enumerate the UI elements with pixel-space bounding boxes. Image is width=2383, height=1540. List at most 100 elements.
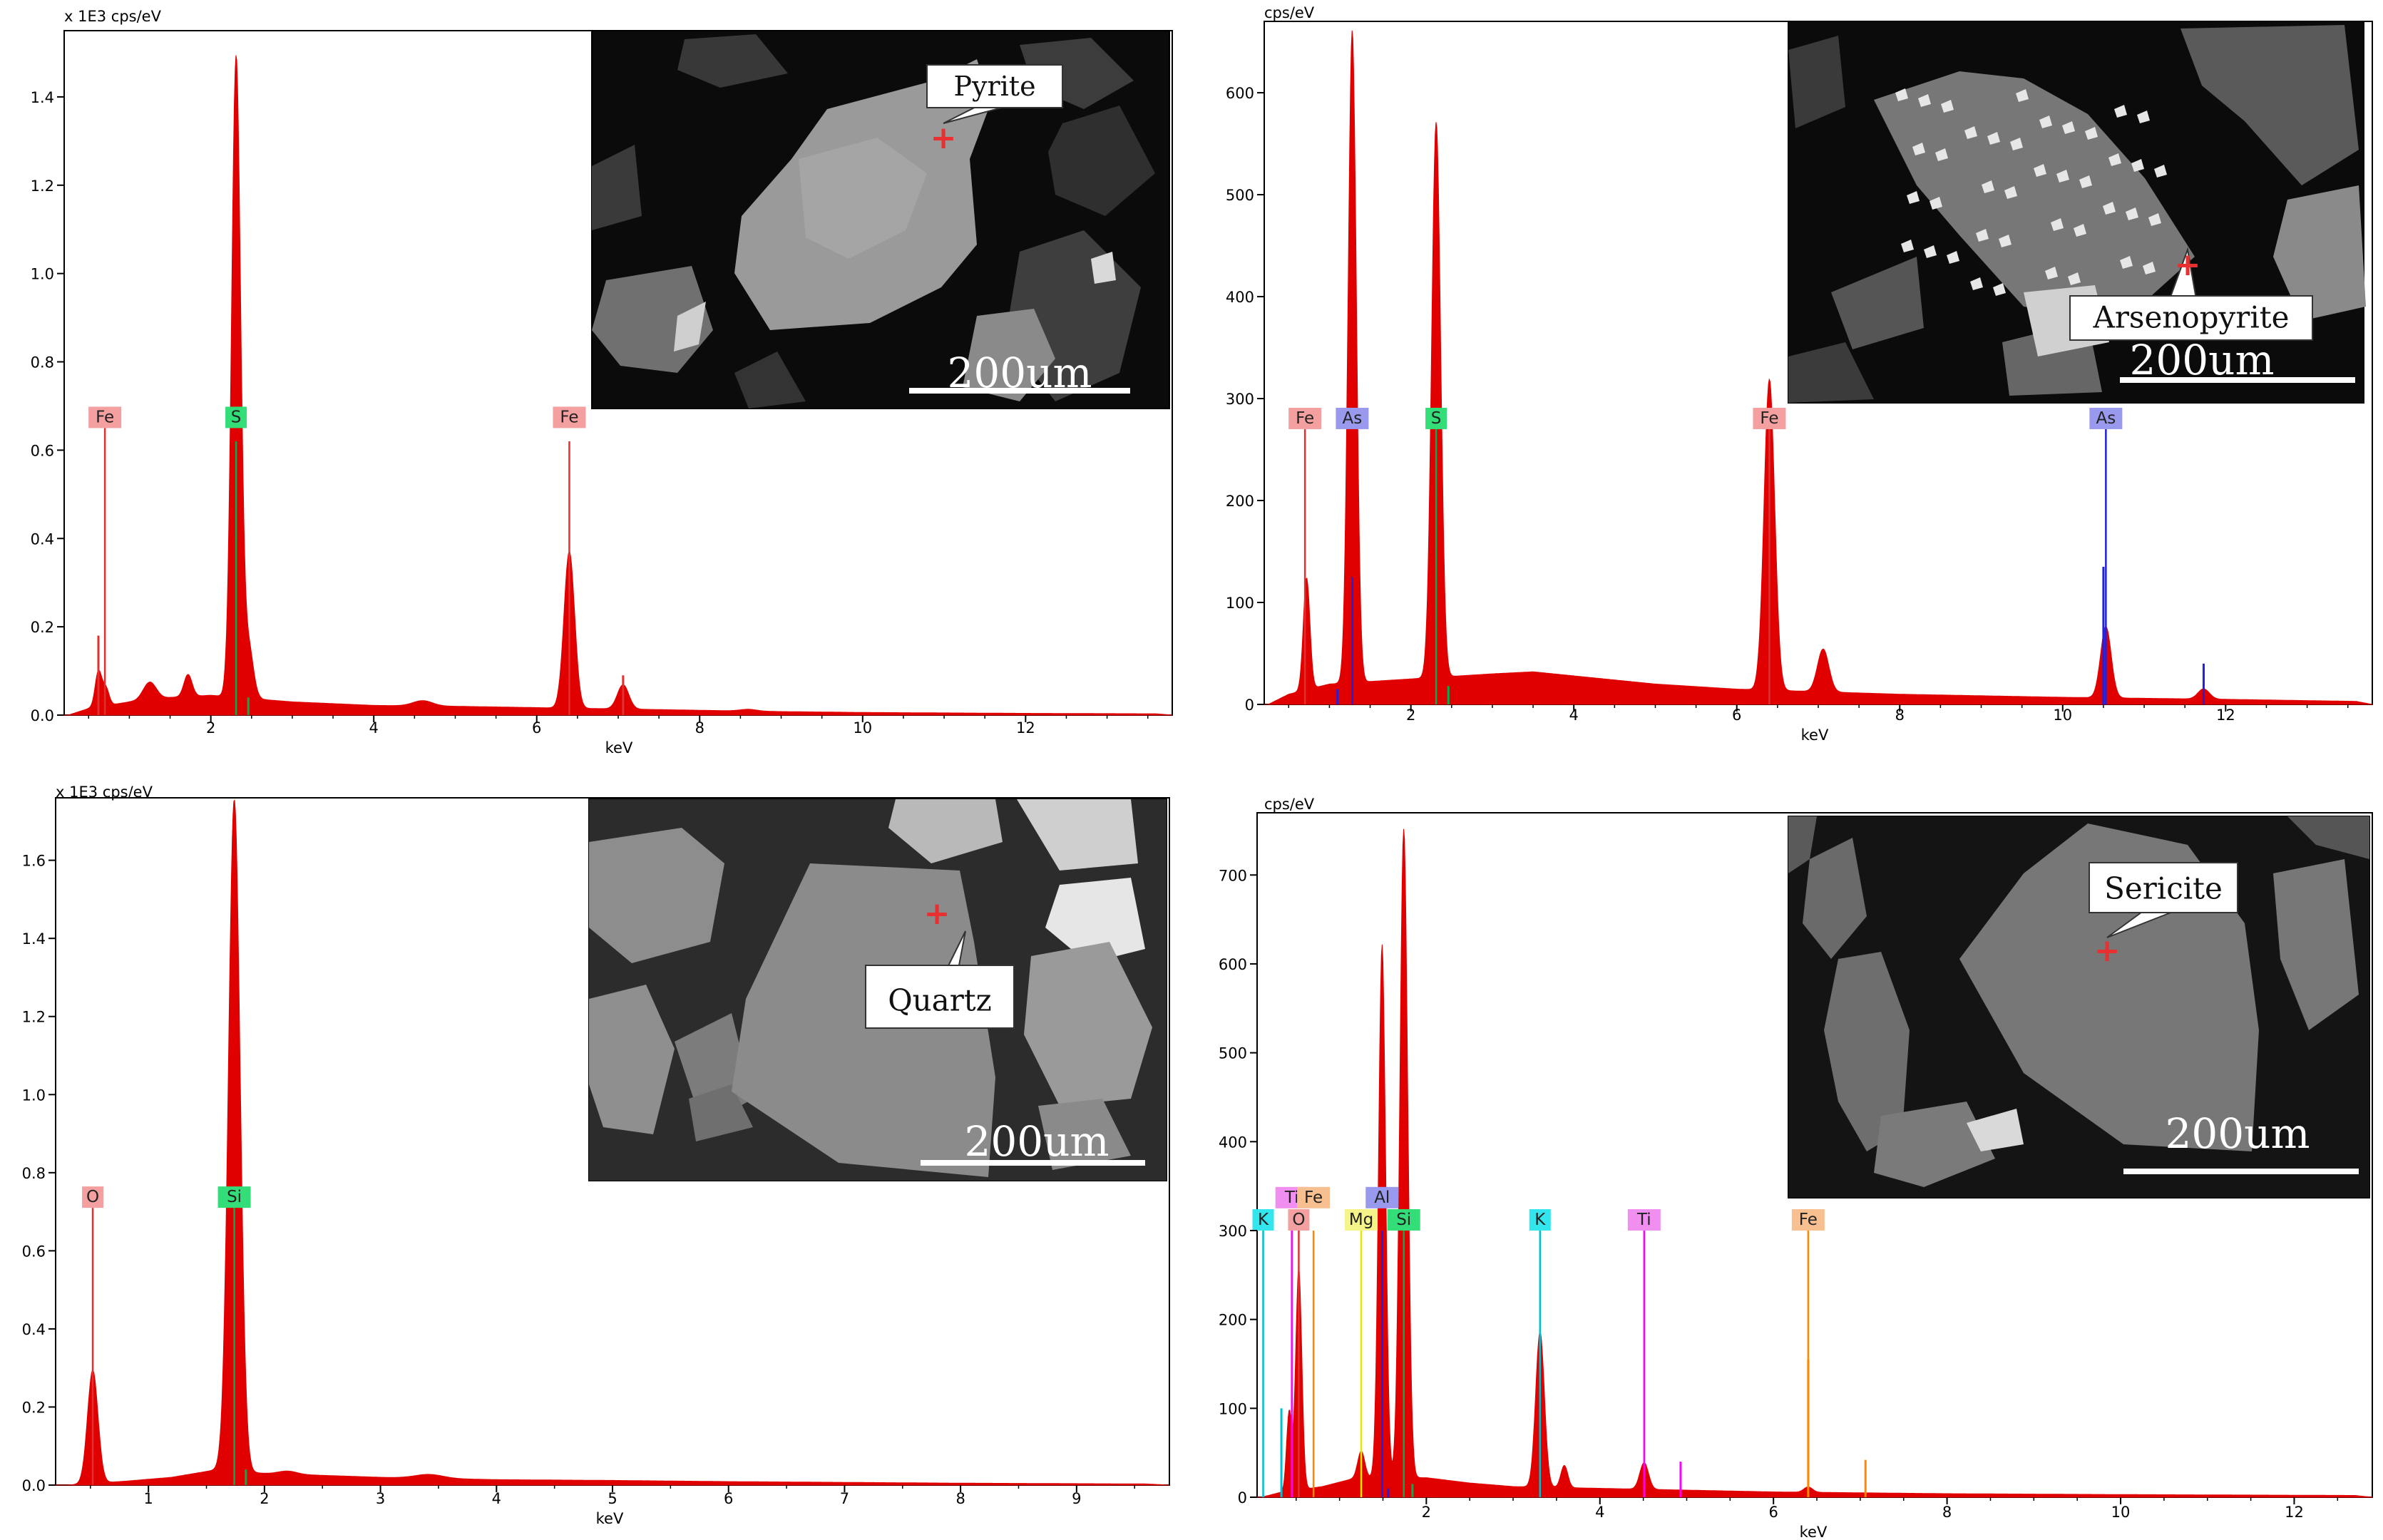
element-label-box [1791, 1208, 1825, 1231]
x-tick-label: 10 [2053, 707, 2072, 724]
element-label-fe: Fe [1760, 409, 1778, 428]
sem-grain [1788, 342, 1874, 403]
sem-grain [1912, 143, 1925, 155]
y-axis-label: x 1E3 cps/eV [64, 8, 162, 25]
callout-box [2069, 295, 2313, 341]
sem-grain [2034, 164, 2046, 177]
element-label-o: O [86, 1188, 99, 1206]
element-label-box [1753, 407, 1786, 429]
y-tick-label: 0.4 [31, 530, 54, 548]
x-tick-label: 10 [853, 719, 872, 736]
sem-grain [2108, 153, 2121, 166]
element-label-box [1336, 407, 1369, 429]
element-label-as: As [2096, 409, 2116, 428]
x-tick-label: 3 [376, 1490, 385, 1507]
scale-bar-label: 200um [2165, 1109, 2310, 1158]
sem-grain [2004, 186, 2017, 199]
sem-grain [734, 351, 806, 409]
sem-grain [1999, 235, 2012, 247]
element-label-fe: Fe [560, 408, 578, 426]
sem-grain [677, 34, 788, 88]
y-tick-label: 500 [1219, 1045, 1247, 1062]
element-label-box [1529, 1208, 1551, 1231]
x-axis-label: keV [1801, 727, 1829, 744]
x-tick-label: 12 [2216, 707, 2235, 724]
y-tick-label: 0.0 [31, 707, 54, 724]
sem-grain [1967, 1109, 2024, 1151]
element-label-fe: Fe [1296, 409, 1314, 428]
element-label-ti: Ti [1636, 1211, 1651, 1229]
sem-grain [2016, 89, 2029, 102]
mineral-label: Quartz [888, 982, 992, 1017]
sem-grain [2079, 175, 2092, 188]
mineral-label: Arsenopyrite [2092, 300, 2289, 335]
sem-grain [1045, 878, 1145, 963]
sem-grains: Quartz +200um [589, 799, 1167, 1181]
panel-3: O Si 0.0 0.2 0.4 0.6 0.8 1.0 1.2 1.4 1.6 1 2 3 4 5 6 7 8 9 x… [22, 784, 1170, 1527]
y-tick-label: 200 [1219, 1312, 1247, 1329]
y-tick-label: 500 [1226, 187, 1254, 204]
x-axis-label: keV [1800, 1524, 1828, 1540]
element-label-o: O [1292, 1211, 1305, 1229]
sem-grain [2137, 111, 2150, 123]
y-axis-label: cps/eV [1264, 796, 1315, 813]
sem-grain [589, 985, 675, 1134]
sem-grain [2039, 115, 2052, 128]
sem-grain [1901, 240, 1914, 252]
x-tick-label: 6 [724, 1490, 733, 1507]
x-tick-label: 1 [143, 1490, 153, 1507]
scale-bar-label: 200um [2129, 336, 2274, 384]
x-tick-label: 8 [695, 719, 704, 736]
sem-grain [689, 1084, 753, 1141]
sem-grain [592, 145, 642, 230]
sem-grain [589, 828, 724, 963]
y-tick-label: 0.0 [22, 1477, 46, 1494]
sem-grain [2062, 121, 2075, 134]
spectrum-area [64, 55, 1173, 716]
sem-grain [1918, 94, 1931, 107]
sem-grain [1788, 816, 1817, 873]
element-label-fe: Fe [96, 408, 114, 426]
sem-grain [2056, 170, 2069, 183]
element-label-s: S [231, 408, 242, 426]
element-label-si: Si [1396, 1211, 1411, 1229]
sem-grain [2131, 159, 2144, 172]
x-tick-label: 4 [1595, 1504, 1604, 1521]
sem-grain [2148, 213, 2161, 226]
element-label-box [2089, 407, 2123, 429]
y-tick-label: 1.4 [31, 89, 54, 106]
sem-grain [2103, 202, 2116, 215]
sem-grain [1964, 126, 1977, 139]
y-tick-label: 700 [1219, 867, 1247, 884]
x-tick-label: 12 [1016, 719, 1035, 736]
sem-inset-2: Arsenopyrite +200um [1788, 21, 2366, 404]
y-tick-label: 1.4 [22, 930, 46, 948]
y-tick-label: 0.4 [22, 1321, 46, 1338]
sem-grain [888, 799, 1003, 863]
sem-grains: Sericite +200um [1788, 816, 2369, 1198]
element-label-al: Al [1374, 1189, 1390, 1207]
y-tick-label: 100 [1219, 1400, 1247, 1417]
y-tick-label: 300 [1219, 1223, 1247, 1240]
y-tick-label: 0 [1238, 1489, 1247, 1506]
x-tick-label: 8 [1895, 707, 1905, 724]
y-tick-label: 1.0 [31, 266, 54, 283]
element-label-box [1297, 1186, 1331, 1208]
spectrum-area [56, 799, 1170, 1486]
sem-inset-4: Sericite +200um [1788, 816, 2370, 1198]
y-tick-label: 600 [1226, 85, 1254, 102]
y-tick-label: 1.2 [22, 1009, 46, 1026]
y-tick-label: 0.6 [31, 442, 54, 459]
x-tick-label: 2 [1406, 707, 1415, 724]
element-label-si: Si [227, 1188, 242, 1206]
element-label-box [1387, 1208, 1420, 1231]
x-tick-label: 4 [1569, 707, 1579, 724]
sem-grain [1803, 838, 1867, 959]
element-label-box [1425, 407, 1447, 429]
y-tick-label: 0.8 [31, 354, 54, 371]
sem-grain [1924, 245, 1937, 258]
element-label-mg: Mg [1349, 1211, 1373, 1229]
y-tick-label: 0.2 [31, 619, 54, 636]
sem-grain [1935, 148, 1948, 161]
